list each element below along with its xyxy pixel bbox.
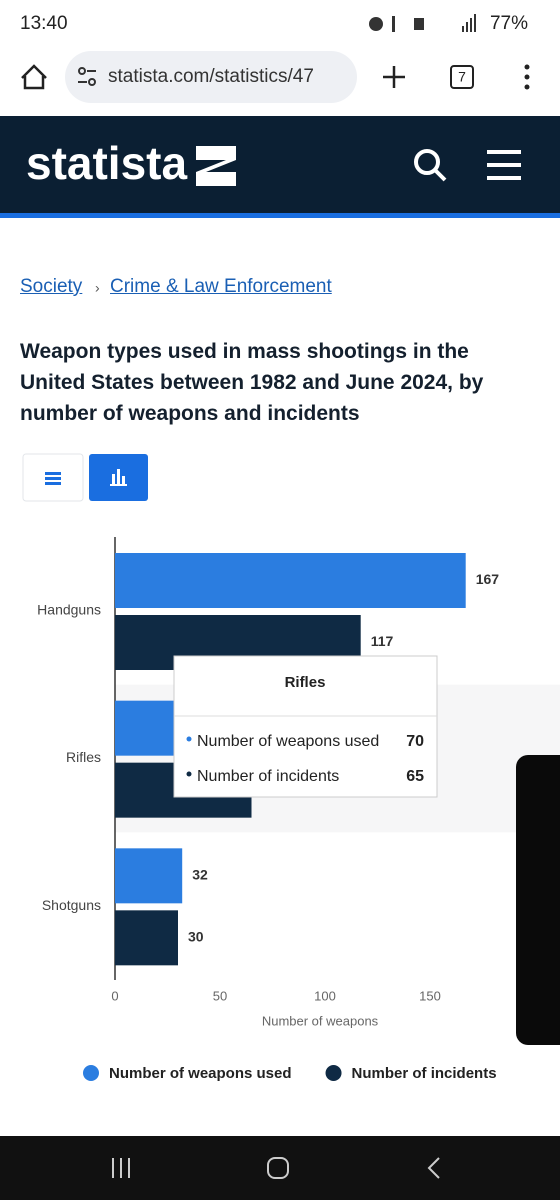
legend-marker [325,1065,342,1081]
legend-marker [83,1065,99,1081]
system-nav-bar [0,1136,560,1200]
value-label: 117 [371,633,394,649]
chart-icon [110,469,127,486]
chart-title: Weapon types used in mass shootings in t… [20,340,484,425]
side-panel [516,755,560,1045]
value-label: 30 [188,929,204,945]
tooltip-series-name: Number of weapons used [197,733,379,750]
url-text[interactable]: statista.com/statistics/47 [108,66,314,87]
nav-menu-button[interactable] [487,150,521,180]
y-tick-label: Rifles [66,749,101,765]
system-nav-buttons[interactable] [112,1157,440,1179]
breadcrumb-separator: › [95,280,100,296]
breadcrumb-link[interactable]: Crime & Law Enforcement [110,276,332,297]
table-icon [45,472,61,485]
legend-label: Number of weapons used [109,1065,292,1082]
site-info-icon[interactable] [78,67,96,86]
url-bar[interactable] [65,51,357,103]
menu-button[interactable] [524,64,530,90]
x-axis-label: Number of weapons [262,1013,379,1028]
status-battery: 77% [490,13,528,34]
logo-mark[interactable] [196,146,236,186]
bar [115,910,178,966]
home-button[interactable] [21,64,47,90]
tooltip-marker [186,736,192,742]
tooltip-marker [186,771,192,777]
logo[interactable]: statista [26,137,187,189]
tooltip: Rifles Number of weapons used 70 Number of … [173,655,438,798]
tooltip-value: 65 [406,768,424,785]
site-header [0,116,560,214]
tab-count[interactable]: 7 [458,69,466,85]
bar [115,553,466,608]
bar [115,848,183,904]
tooltip-box [173,655,438,798]
status-time: 13:40 [20,13,68,34]
y-tick-label: Handguns [37,602,101,618]
y-tick-label: Shotguns [42,897,101,913]
header-stripe [0,213,560,218]
search-button[interactable] [414,149,447,182]
value-label: 167 [476,571,500,587]
tooltip-value: 70 [406,733,424,750]
tooltip-title: Rifles [285,674,326,691]
tabs-button[interactable] [450,65,474,89]
x-tick-label: 150 [419,988,441,1003]
x-tick-label: 0 [111,988,118,1003]
x-tick-label: 50 [213,988,227,1003]
tooltip-series-name: Number of incidents [197,768,339,785]
new-tab-button[interactable] [383,66,405,88]
x-tick-label: 100 [314,988,336,1003]
status-icons [369,14,476,32]
value-label: 32 [192,867,208,883]
breadcrumb-link[interactable]: Society [20,276,83,297]
legend-label: Number of incidents [352,1065,497,1082]
